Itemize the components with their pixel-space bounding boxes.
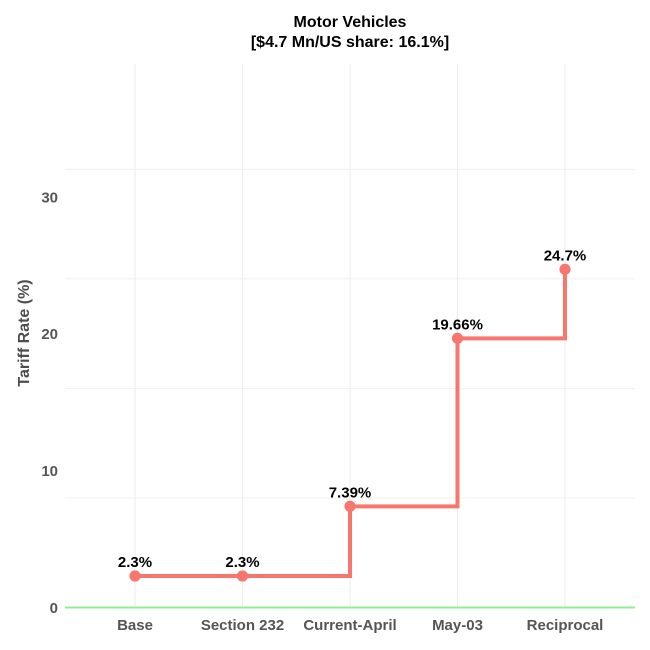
y-tick-label: 10 <box>41 463 58 480</box>
title-block: Motor Vehicles [$4.7 Mn/US share: 16.1%] <box>65 13 635 53</box>
y-tick-label: 20 <box>41 326 58 343</box>
chart-subtitle: [$4.7 Mn/US share: 16.1%] <box>250 34 450 51</box>
data-label: 2.3% <box>225 554 259 571</box>
x-tick-label: May-03 <box>432 617 483 634</box>
data-label: 19.66% <box>432 316 483 333</box>
y-tick-label: 0 <box>50 600 58 617</box>
data-label: 7.39% <box>329 484 372 501</box>
y-tick-label: 30 <box>41 189 58 206</box>
data-point <box>559 263 571 275</box>
data-point <box>236 570 249 582</box>
data-point <box>129 570 141 582</box>
x-tick-label: Reciprocal <box>527 617 604 634</box>
data-label: 24.7% <box>544 247 587 264</box>
data-point <box>451 332 464 344</box>
x-tick-label: Current-April <box>303 617 396 634</box>
chart-title: Motor Vehicles <box>293 14 407 31</box>
x-tick-label: Base <box>117 617 153 634</box>
tariff-step-line <box>135 269 567 579</box>
data-point <box>344 500 356 512</box>
x-tick-label: Section 232 <box>201 617 284 634</box>
data-label: 2.3% <box>118 554 152 571</box>
